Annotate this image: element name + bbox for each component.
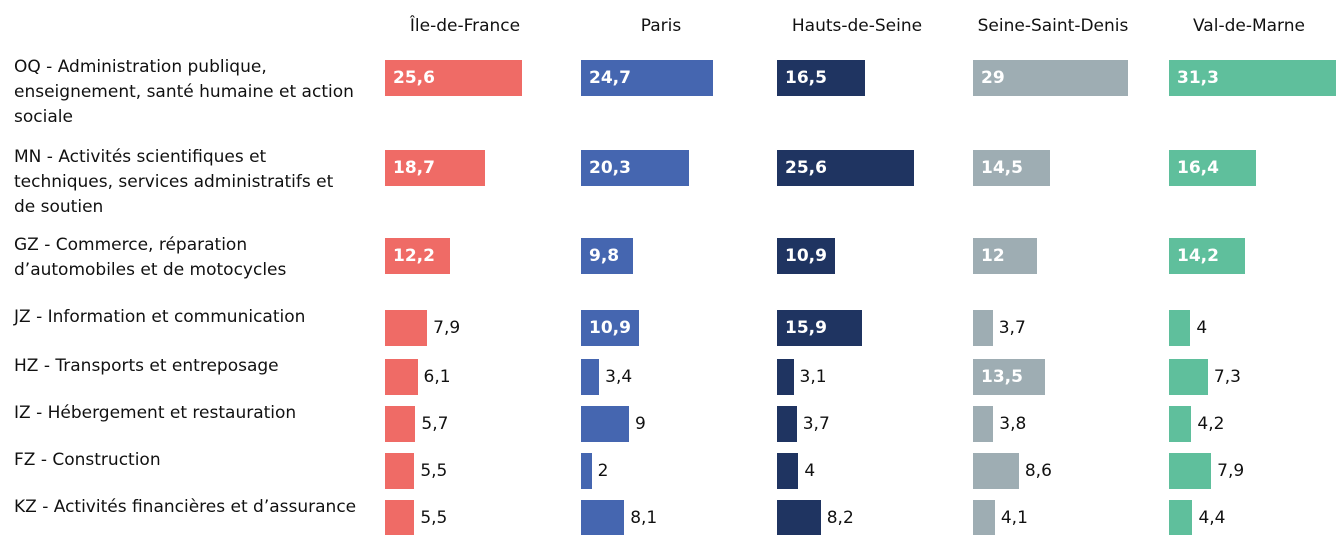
bar bbox=[1169, 60, 1336, 96]
bar bbox=[1169, 238, 1245, 274]
value-label: 20,3 bbox=[589, 158, 631, 178]
value-label: 5,5 bbox=[420, 461, 448, 481]
value-label: 24,7 bbox=[589, 68, 631, 88]
bar bbox=[777, 453, 799, 489]
bar bbox=[973, 359, 1045, 395]
category-label: FZ - Construction bbox=[14, 450, 161, 470]
value-label: 14,5 bbox=[981, 158, 1023, 178]
bar bbox=[973, 310, 993, 346]
bar bbox=[1169, 150, 1257, 186]
bar bbox=[581, 60, 713, 96]
value-label: 4,2 bbox=[1197, 414, 1225, 434]
value-label: 8,1 bbox=[630, 508, 658, 528]
bar bbox=[973, 150, 1051, 186]
bar bbox=[581, 500, 625, 535]
bar bbox=[581, 453, 592, 489]
value-label: 9 bbox=[635, 414, 646, 434]
value-label: 13,5 bbox=[981, 367, 1023, 387]
value-label: 10,9 bbox=[589, 318, 631, 338]
category-label: HZ - Transports et entreposage bbox=[14, 356, 279, 376]
value-label: 3,7 bbox=[998, 318, 1026, 338]
value-label: 4,4 bbox=[1198, 508, 1226, 528]
bar bbox=[385, 310, 428, 346]
value-label: 3,8 bbox=[999, 414, 1027, 434]
bar bbox=[777, 310, 862, 346]
value-label: 4 bbox=[804, 461, 816, 481]
value-label: 29 bbox=[981, 68, 1005, 88]
panel-header: Paris bbox=[640, 16, 682, 36]
bar bbox=[973, 500, 995, 535]
value-label: 7,3 bbox=[1213, 367, 1241, 387]
bar bbox=[385, 453, 415, 489]
value-label: 10,9 bbox=[785, 246, 827, 266]
value-label: 3,1 bbox=[799, 367, 827, 387]
bar bbox=[385, 359, 418, 395]
value-label: 12 bbox=[981, 246, 1005, 266]
category-label: GZ - Commerce, réparation d’automobiles … bbox=[14, 235, 287, 280]
bar bbox=[385, 500, 415, 535]
value-label: 15,9 bbox=[785, 318, 827, 338]
value-label: 4 bbox=[1196, 318, 1208, 338]
bar bbox=[777, 60, 865, 96]
value-label: 14,2 bbox=[1177, 246, 1219, 266]
value-label: 25,6 bbox=[785, 158, 827, 178]
value-label: 5,7 bbox=[421, 414, 449, 434]
bar bbox=[1169, 310, 1191, 346]
panel-header: Val-de-Marne bbox=[1193, 16, 1305, 36]
bar bbox=[385, 60, 522, 96]
category-label: MN - Activités scientifiques et techniqu… bbox=[14, 147, 334, 217]
bar bbox=[1169, 500, 1193, 535]
bar bbox=[581, 406, 629, 442]
panel-header: Île-de-France bbox=[409, 16, 521, 36]
bar bbox=[777, 150, 914, 186]
bar bbox=[777, 359, 794, 395]
value-label: 5,5 bbox=[420, 508, 448, 528]
category-label: OQ - Administration publique, enseigneme… bbox=[14, 57, 354, 127]
value-label: 7,9 bbox=[1217, 461, 1245, 481]
bar bbox=[581, 238, 634, 274]
value-label: 8,2 bbox=[826, 508, 854, 528]
value-label: 3,4 bbox=[605, 367, 633, 387]
bar bbox=[385, 150, 485, 186]
bar bbox=[1169, 453, 1212, 489]
bar bbox=[385, 238, 451, 274]
bar bbox=[1169, 359, 1208, 395]
value-label: 16,5 bbox=[785, 68, 827, 88]
value-label: 18,7 bbox=[393, 158, 435, 178]
value-label: 7,9 bbox=[433, 318, 461, 338]
category-label: KZ - Activités financières et d’assuranc… bbox=[14, 497, 357, 517]
bar bbox=[1169, 406, 1192, 442]
value-label: 12,2 bbox=[393, 246, 435, 266]
bar bbox=[385, 406, 416, 442]
bar bbox=[581, 359, 600, 395]
value-label: 2 bbox=[597, 461, 609, 481]
value-label: 8,6 bbox=[1024, 461, 1052, 481]
category-label: IZ - Hébergement et restauration bbox=[14, 403, 297, 423]
panel-header: Hauts-de-Seine bbox=[791, 16, 923, 36]
bar bbox=[581, 310, 640, 346]
bar bbox=[777, 500, 821, 535]
bar bbox=[973, 60, 1128, 96]
bar bbox=[973, 453, 1019, 489]
bar bbox=[777, 406, 797, 442]
value-label: 6,1 bbox=[423, 367, 451, 387]
value-label: 31,3 bbox=[1177, 68, 1219, 88]
value-label: 16,4 bbox=[1177, 158, 1219, 178]
value-label: 3,7 bbox=[802, 414, 830, 434]
category-label: JZ - Information et communication bbox=[14, 307, 306, 327]
value-label: 25,6 bbox=[393, 68, 435, 88]
panel-header: Seine-Saint-Denis bbox=[977, 16, 1129, 36]
value-label: 4,1 bbox=[1000, 508, 1028, 528]
bar bbox=[777, 238, 836, 274]
bar bbox=[973, 238, 1037, 274]
bar bbox=[581, 150, 690, 186]
bar bbox=[973, 406, 994, 442]
value-label: 9,8 bbox=[589, 246, 620, 266]
